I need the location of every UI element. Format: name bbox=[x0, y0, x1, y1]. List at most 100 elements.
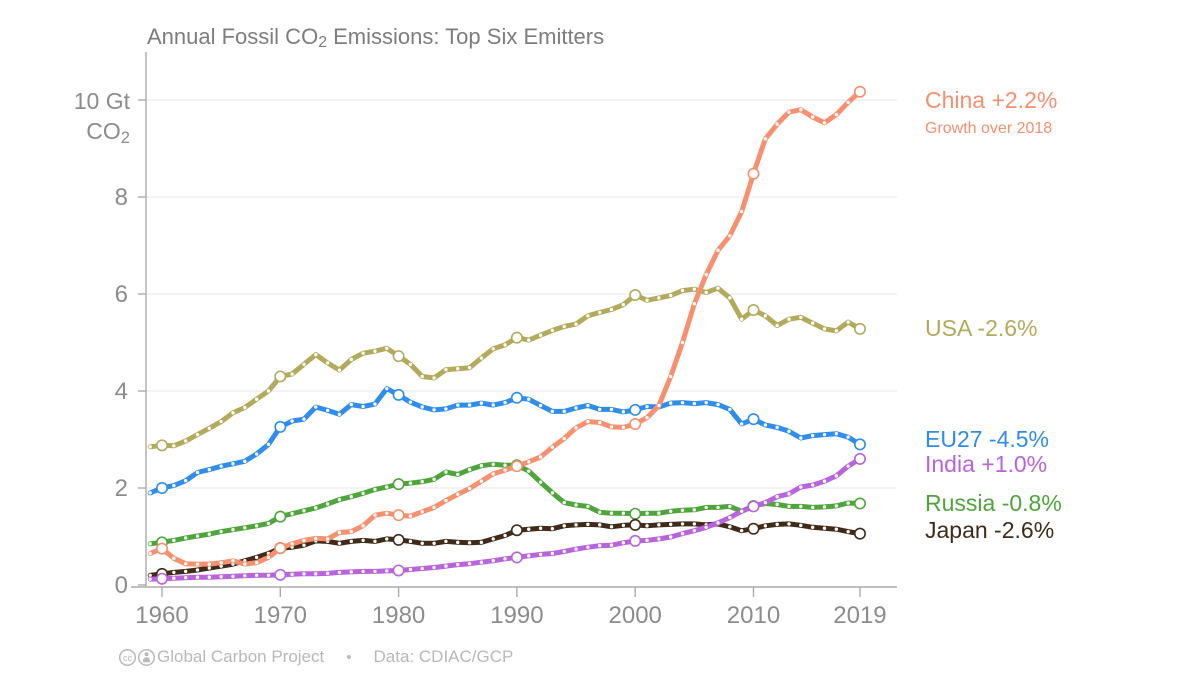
year-dot-usa-1959 bbox=[148, 445, 152, 449]
year-dot-russia-1996 bbox=[586, 504, 590, 509]
year-dot-japan-2017 bbox=[834, 527, 839, 531]
year-dot-usa-1991 bbox=[527, 338, 531, 342]
year-dot-usa-1977 bbox=[361, 351, 365, 355]
decade-marker-usa-2019 bbox=[853, 322, 866, 335]
year-dot-russia-1997 bbox=[598, 510, 602, 514]
year-dot-china-1987 bbox=[479, 479, 484, 483]
year-dot-india-2002 bbox=[657, 537, 661, 541]
decade-marker-china-2019 bbox=[853, 85, 866, 98]
year-dot-china-2013 bbox=[787, 110, 791, 114]
year-dot-usa-1995 bbox=[574, 322, 578, 326]
year-dot-russia-2008 bbox=[728, 504, 732, 509]
year-dot-usa-1996 bbox=[586, 314, 590, 318]
decade-marker-eu27-2010 bbox=[747, 413, 760, 426]
year-dot-russia-2018 bbox=[846, 501, 850, 505]
year-dot-japan-1994 bbox=[562, 524, 566, 528]
year-dot-japan-2009 bbox=[739, 528, 744, 533]
year-dot-usa-2008 bbox=[728, 296, 732, 300]
year-dot-china-1977 bbox=[361, 524, 365, 528]
year-dot-japan-2013 bbox=[787, 522, 791, 526]
year-dot-eu27-1987 bbox=[479, 401, 484, 405]
year-dot-russia-1992 bbox=[538, 480, 543, 484]
year-dot-eu27-2017 bbox=[834, 431, 839, 436]
year-dot-india-1961 bbox=[172, 576, 176, 580]
year-dot-china-1985 bbox=[456, 492, 460, 497]
year-dot-india-2014 bbox=[799, 485, 803, 489]
year-dot-eu27-1961 bbox=[172, 483, 176, 488]
year-dot-russia-2012 bbox=[775, 502, 779, 507]
y-tick-label-6: 6 bbox=[115, 281, 128, 308]
year-dot-india-1996 bbox=[586, 545, 590, 549]
decade-marker-india-2010 bbox=[747, 500, 760, 513]
year-dot-usa-1967 bbox=[243, 405, 247, 410]
year-dot-usa-2003 bbox=[668, 293, 673, 298]
year-dot-eu27-2013 bbox=[787, 429, 791, 433]
year-dot-india-1999 bbox=[621, 541, 626, 545]
year-dot-eu27-1983 bbox=[432, 408, 436, 412]
year-dot-japan-2015 bbox=[810, 525, 815, 529]
decade-marker-japan-2019 bbox=[853, 527, 866, 540]
year-dot-japan-1989 bbox=[503, 533, 507, 538]
year-dot-usa-1972 bbox=[302, 362, 306, 367]
chart-title-text-2: Emissions: Top Six Emitters bbox=[327, 24, 605, 49]
year-dot-eu27-2001 bbox=[645, 404, 649, 409]
year-dot-japan-1972 bbox=[302, 543, 306, 547]
year-dot-russia-1964 bbox=[207, 532, 212, 536]
year-dot-usa-1969 bbox=[266, 389, 271, 393]
year-dot-usa-1994 bbox=[562, 324, 566, 329]
year-dot-usa-2002 bbox=[657, 296, 661, 300]
year-dot-eu27-1967 bbox=[243, 459, 247, 464]
year-dot-russia-1999 bbox=[621, 511, 626, 515]
year-dot-japan-1979 bbox=[385, 537, 389, 541]
year-dot-china-1969 bbox=[266, 555, 271, 560]
year-dot-china-2003 bbox=[668, 374, 673, 379]
year-dot-eu27-1975 bbox=[337, 412, 342, 416]
year-dot-russia-1984 bbox=[444, 470, 448, 474]
year-dot-china-2002 bbox=[657, 403, 661, 408]
year-dot-usa-2006 bbox=[704, 290, 708, 295]
year-dot-china-1988 bbox=[491, 472, 495, 476]
year-dot-japan-2014 bbox=[799, 523, 803, 528]
year-dot-russia-1983 bbox=[432, 477, 436, 481]
year-dot-india-2004 bbox=[680, 531, 685, 536]
year-dot-usa-1984 bbox=[444, 367, 448, 372]
year-dot-japan-1987 bbox=[479, 540, 484, 545]
year-dot-usa-2009 bbox=[739, 317, 744, 321]
year-dot-china-1966 bbox=[231, 559, 235, 563]
year-dot-china-1999 bbox=[621, 425, 626, 430]
year-dot-russia-1963 bbox=[195, 534, 200, 538]
attribution-bullet: • bbox=[346, 648, 352, 666]
year-dot-china-1986 bbox=[467, 486, 472, 491]
decade-marker-japan-2000 bbox=[629, 518, 642, 531]
year-dot-china-1968 bbox=[254, 560, 259, 565]
year-dot-india-2011 bbox=[763, 500, 768, 505]
year-dot-china-1981 bbox=[408, 514, 413, 518]
year-dot-usa-1997 bbox=[598, 310, 602, 315]
year-dot-usa-1976 bbox=[349, 357, 353, 362]
year-dot-japan-1959 bbox=[148, 573, 152, 577]
decade-marker-india-1980 bbox=[392, 564, 405, 577]
year-dot-india-1994 bbox=[562, 549, 566, 554]
y-tick-label-0: 0 bbox=[115, 572, 128, 599]
year-dot-russia-1994 bbox=[562, 500, 566, 505]
year-dot-usa-1999 bbox=[621, 302, 626, 307]
year-dot-china-2001 bbox=[645, 415, 649, 420]
year-dot-eu27-1972 bbox=[302, 417, 306, 421]
year-dot-eu27-1986 bbox=[467, 403, 472, 407]
year-dot-usa-2015 bbox=[810, 321, 815, 325]
year-dot-usa-1987 bbox=[479, 356, 484, 360]
year-dot-eu27-1984 bbox=[444, 407, 448, 411]
year-dot-japan-1975 bbox=[337, 541, 342, 545]
year-dot-china-2018 bbox=[846, 100, 850, 105]
year-dot-india-1968 bbox=[254, 573, 259, 577]
year-dot-eu27-2004 bbox=[680, 400, 685, 405]
year-dot-japan-2002 bbox=[657, 523, 661, 527]
year-dot-russia-2002 bbox=[657, 511, 661, 515]
year-dot-eu27-2016 bbox=[822, 432, 827, 437]
year-dot-usa-1974 bbox=[325, 361, 330, 365]
year-dot-russia-1976 bbox=[349, 495, 353, 499]
year-dot-eu27-1992 bbox=[538, 403, 543, 408]
decade-marker-india-2000 bbox=[629, 534, 642, 547]
